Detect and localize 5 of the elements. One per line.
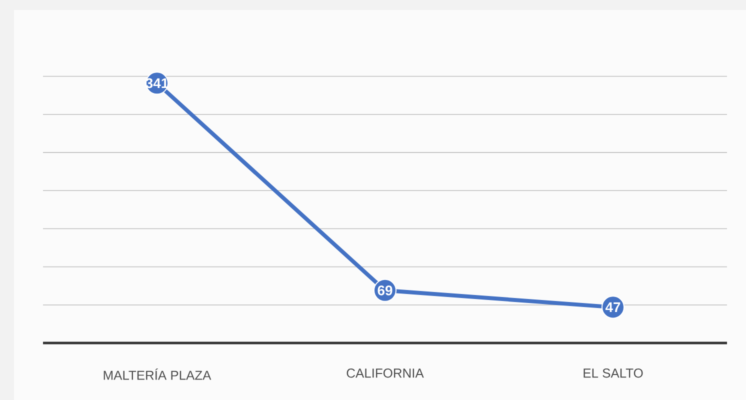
data-label: 69 <box>378 285 392 296</box>
x-tick-label: CALIFORNIA <box>346 368 424 378</box>
x-tick-label: MALTERÍA PLAZA <box>104 368 212 380</box>
data-label: 47 <box>605 302 620 312</box>
x-tick-label: EL SALTO <box>584 368 643 378</box>
